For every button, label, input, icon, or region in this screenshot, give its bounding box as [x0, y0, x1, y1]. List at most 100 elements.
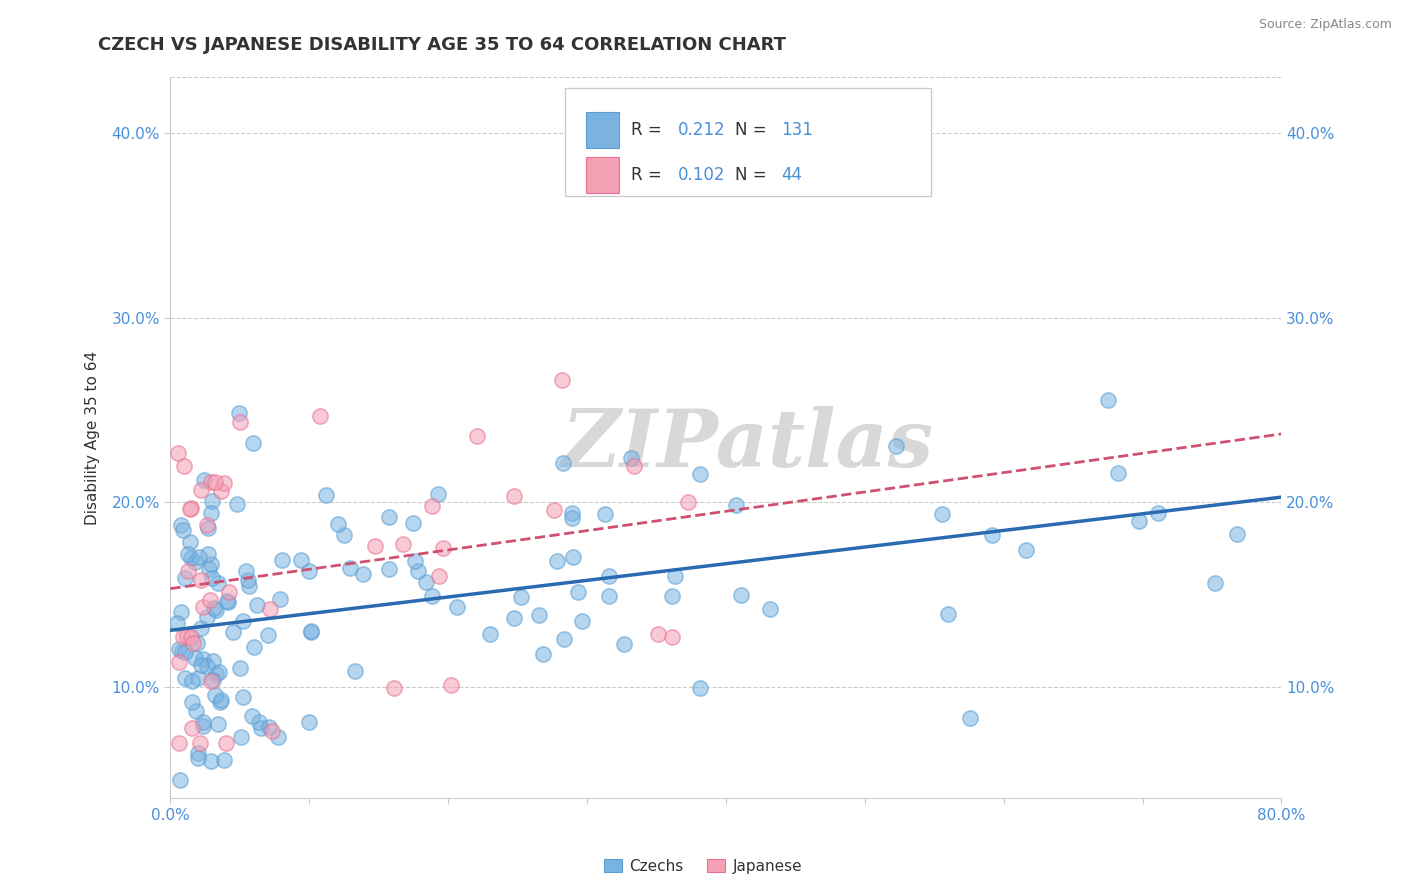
Point — [195, 658, 218, 673]
Point — [176, 629, 198, 643]
Point — [259, 601, 281, 615]
Point — [598, 589, 620, 603]
Point — [531, 647, 554, 661]
Point — [562, 549, 585, 564]
Point — [184, 651, 207, 665]
Point — [502, 489, 524, 503]
Point — [269, 592, 291, 607]
Point — [260, 724, 283, 739]
Point — [432, 541, 454, 556]
Point — [959, 710, 981, 724]
Point — [191, 599, 214, 614]
Point — [198, 592, 221, 607]
Point — [191, 719, 214, 733]
Point — [205, 602, 228, 616]
Point — [567, 585, 589, 599]
Point — [187, 671, 209, 685]
Point — [200, 475, 222, 490]
Text: ZIPatlas: ZIPatlas — [562, 406, 934, 483]
Point — [197, 547, 219, 561]
Point — [198, 561, 221, 575]
Point — [188, 736, 211, 750]
Point — [664, 568, 686, 582]
Point — [195, 518, 218, 533]
Point — [561, 506, 583, 520]
Point — [593, 507, 616, 521]
Point — [308, 409, 330, 423]
Text: N =: N = — [735, 166, 772, 184]
Point — [214, 475, 236, 490]
Point — [209, 484, 232, 499]
Point — [235, 564, 257, 578]
Point — [180, 550, 202, 565]
Point — [689, 681, 711, 695]
Point — [1226, 526, 1249, 541]
Point — [180, 501, 202, 516]
Point — [236, 573, 259, 587]
Point — [200, 506, 222, 520]
Point — [298, 714, 321, 729]
Point — [195, 610, 218, 624]
Point — [179, 534, 201, 549]
Point — [1147, 506, 1170, 520]
Point — [503, 611, 526, 625]
Point — [551, 456, 574, 470]
Point — [427, 486, 450, 500]
Point — [546, 553, 568, 567]
Point — [181, 674, 204, 689]
Y-axis label: Disability Age 35 to 64: Disability Age 35 to 64 — [86, 351, 100, 524]
Point — [183, 555, 205, 569]
Point — [193, 473, 215, 487]
Point — [267, 730, 290, 744]
Point — [186, 705, 208, 719]
Point — [211, 693, 233, 707]
Point — [200, 674, 222, 689]
Point — [242, 436, 264, 450]
Point — [201, 673, 224, 688]
Text: 131: 131 — [782, 121, 813, 139]
Point — [543, 502, 565, 516]
Point — [392, 537, 415, 551]
Point — [553, 632, 575, 646]
Point — [299, 624, 322, 639]
Point — [404, 554, 426, 568]
Text: 0.212: 0.212 — [678, 121, 725, 139]
Point — [207, 665, 229, 679]
Point — [197, 520, 219, 534]
Text: Source: ZipAtlas.com: Source: ZipAtlas.com — [1258, 18, 1392, 31]
Point — [333, 528, 356, 542]
Point — [180, 695, 202, 709]
Point — [936, 607, 959, 621]
Point — [170, 518, 193, 533]
Point — [527, 608, 550, 623]
Text: 44: 44 — [782, 166, 803, 184]
Point — [377, 510, 399, 524]
Point — [209, 695, 232, 709]
Point — [229, 415, 252, 429]
Point — [1107, 466, 1129, 480]
Point — [200, 754, 222, 768]
Point — [191, 652, 214, 666]
Point — [190, 483, 212, 497]
Point — [173, 458, 195, 473]
Point — [180, 630, 202, 644]
Point — [250, 721, 273, 735]
Point — [661, 589, 683, 603]
Text: R =: R = — [631, 166, 668, 184]
Point — [174, 571, 197, 585]
Point — [201, 493, 224, 508]
Point — [188, 549, 211, 564]
Text: R =: R = — [631, 121, 668, 139]
Point — [420, 589, 443, 603]
Point — [1204, 576, 1226, 591]
Point — [190, 573, 212, 587]
Point — [179, 501, 201, 516]
Point — [215, 736, 238, 750]
FancyBboxPatch shape — [586, 112, 619, 148]
Text: N =: N = — [735, 121, 772, 139]
Point — [186, 636, 208, 650]
Point — [689, 467, 711, 481]
Point — [217, 594, 239, 608]
Point — [177, 564, 200, 578]
Point — [299, 625, 322, 640]
